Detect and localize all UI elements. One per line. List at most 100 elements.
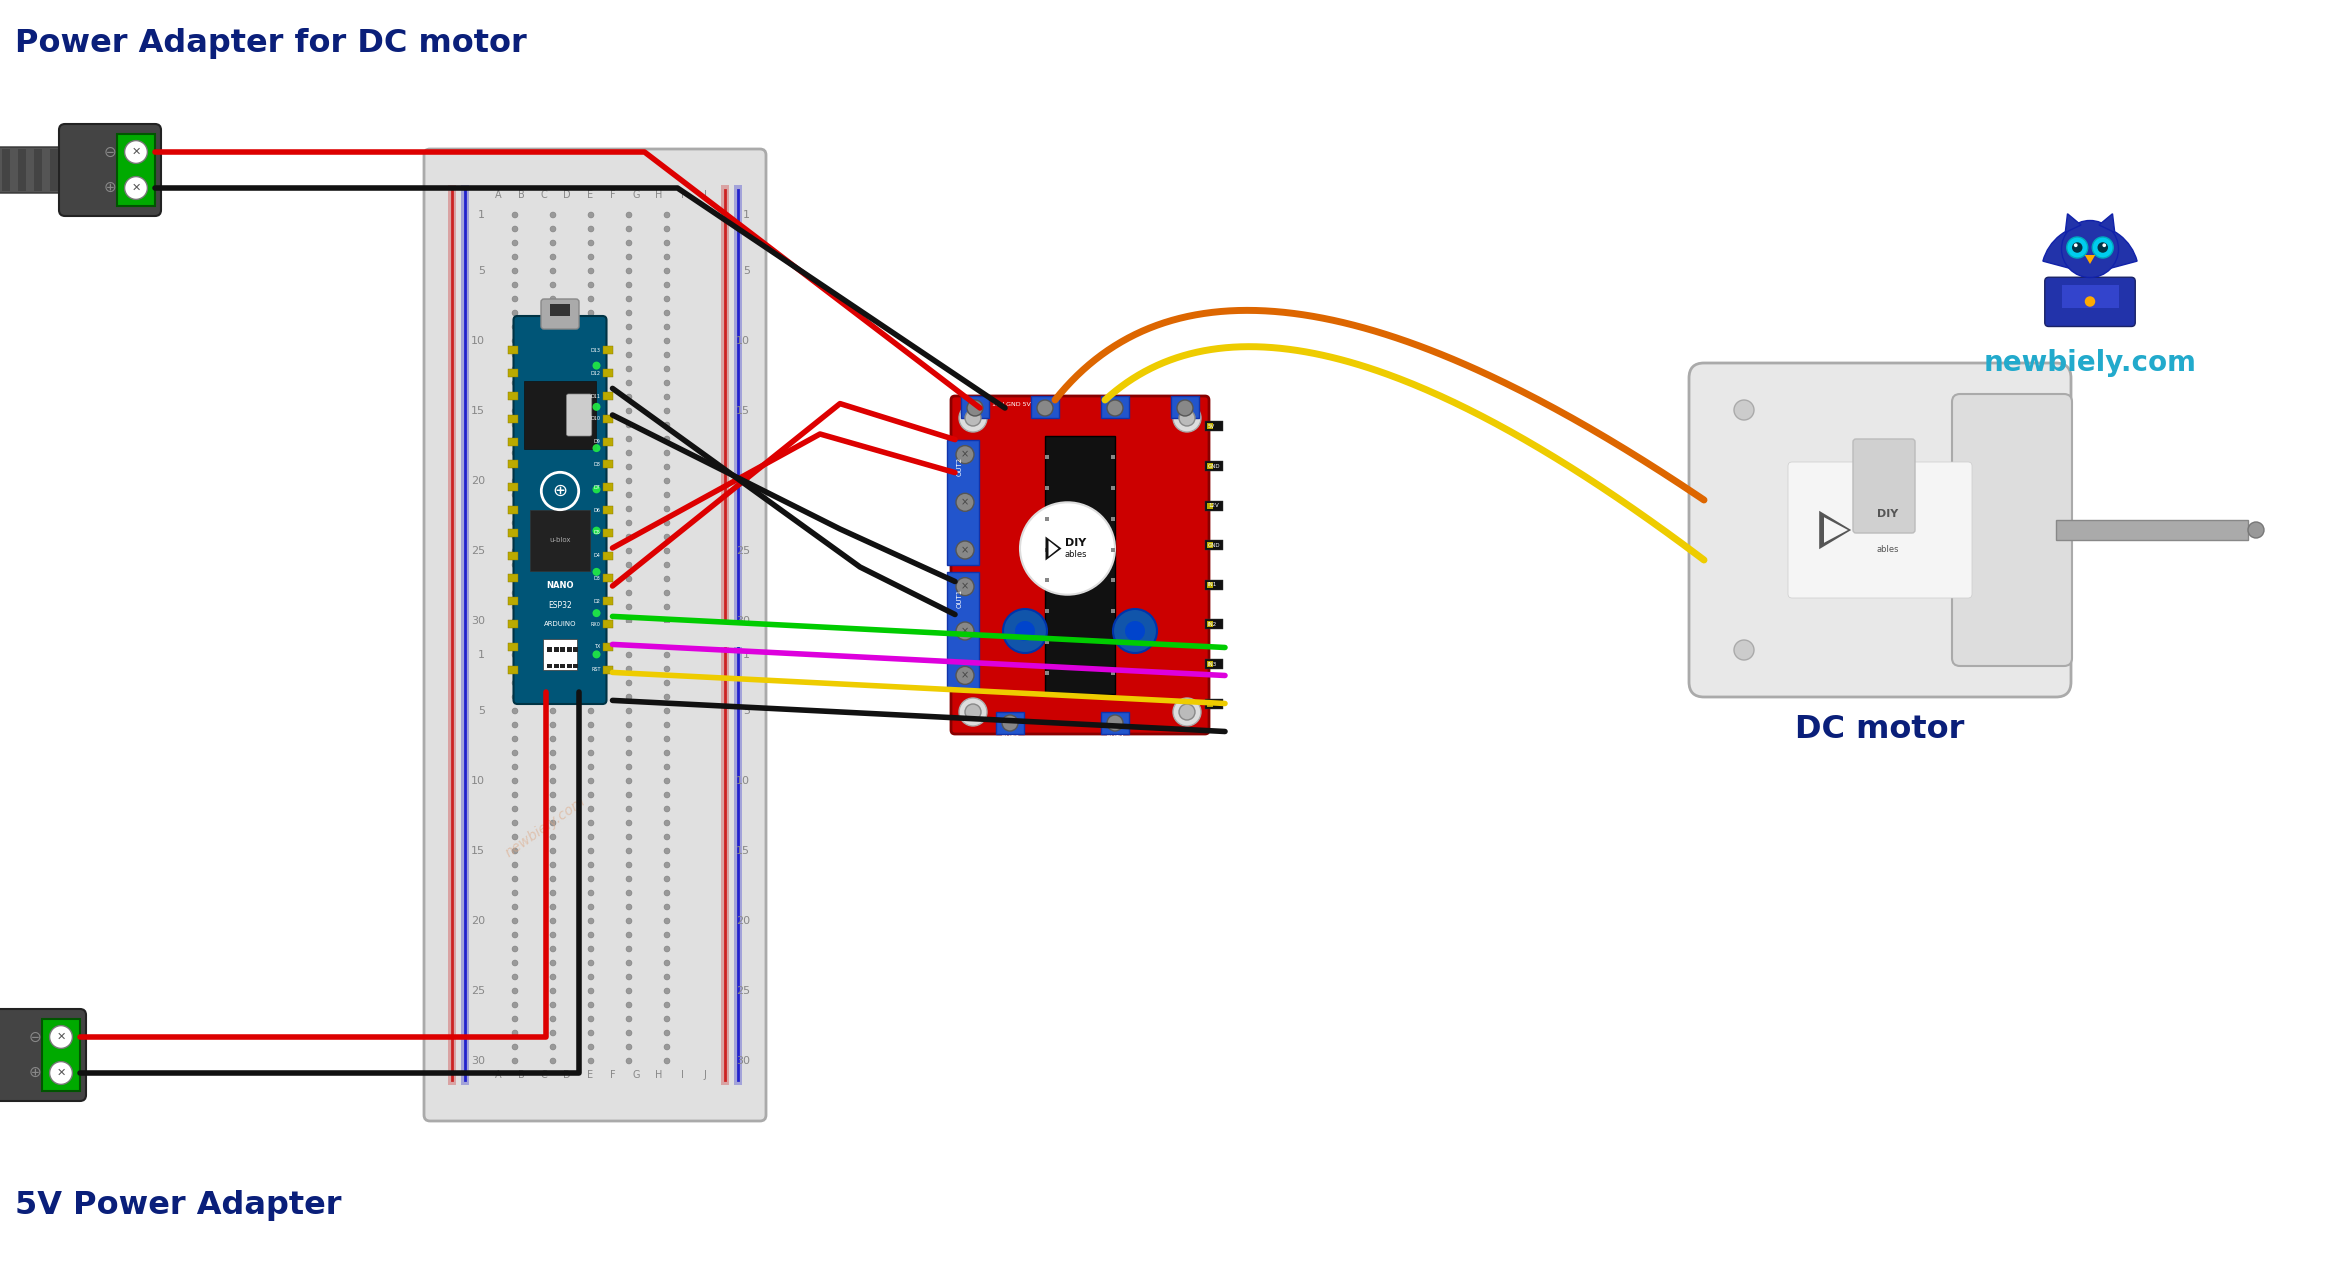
Circle shape	[663, 946, 670, 952]
Bar	[567, 664, 572, 668]
Circle shape	[626, 562, 633, 568]
Circle shape	[663, 1002, 670, 1008]
Bar	[1044, 548, 1049, 552]
Polygon shape	[1818, 510, 1851, 549]
Bar	[529, 510, 590, 571]
Circle shape	[550, 380, 555, 386]
Text: 5: 5	[477, 266, 485, 277]
Circle shape	[626, 764, 633, 770]
Text: ⊕: ⊕	[28, 1065, 42, 1080]
Circle shape	[588, 1045, 595, 1050]
Circle shape	[588, 847, 595, 854]
Polygon shape	[2065, 213, 2082, 232]
Circle shape	[1002, 715, 1018, 731]
Circle shape	[550, 268, 555, 274]
Circle shape	[550, 736, 555, 741]
FancyBboxPatch shape	[1853, 440, 1915, 533]
Bar	[1207, 423, 1214, 429]
Bar	[602, 369, 612, 378]
Bar	[33, 149, 42, 191]
Bar	[602, 620, 612, 628]
Text: H: H	[656, 1070, 663, 1080]
Circle shape	[588, 309, 595, 316]
Circle shape	[588, 890, 595, 895]
Circle shape	[513, 847, 517, 854]
Circle shape	[663, 932, 670, 938]
Circle shape	[513, 562, 517, 568]
Circle shape	[955, 446, 974, 464]
Circle shape	[513, 1031, 517, 1036]
Circle shape	[550, 666, 555, 672]
Circle shape	[2084, 297, 2096, 307]
Text: ⊖: ⊖	[28, 1029, 42, 1045]
Circle shape	[663, 520, 670, 525]
Text: D: D	[562, 1070, 572, 1080]
Circle shape	[955, 621, 974, 640]
Circle shape	[663, 562, 670, 568]
Circle shape	[663, 477, 670, 484]
Circle shape	[663, 618, 670, 624]
Bar	[548, 647, 553, 652]
Circle shape	[550, 590, 555, 596]
Circle shape	[550, 422, 555, 428]
Circle shape	[593, 650, 600, 658]
Circle shape	[550, 863, 555, 868]
Circle shape	[626, 309, 633, 316]
Circle shape	[964, 703, 981, 720]
Bar	[560, 664, 564, 668]
Circle shape	[626, 477, 633, 484]
Circle shape	[588, 254, 595, 260]
Circle shape	[588, 820, 595, 826]
Circle shape	[1733, 640, 1755, 661]
Circle shape	[588, 666, 595, 672]
Text: H: H	[656, 189, 663, 200]
Circle shape	[550, 974, 555, 980]
Circle shape	[626, 1002, 633, 1008]
Text: OUT1: OUT1	[1105, 384, 1124, 390]
Circle shape	[1174, 698, 1202, 726]
Circle shape	[626, 282, 633, 288]
Circle shape	[663, 352, 670, 357]
Circle shape	[513, 506, 517, 512]
Bar	[1110, 578, 1115, 582]
Circle shape	[588, 1058, 595, 1063]
Circle shape	[550, 604, 555, 610]
Circle shape	[550, 520, 555, 525]
FancyBboxPatch shape	[541, 299, 579, 328]
Circle shape	[513, 960, 517, 966]
Text: GND: GND	[1209, 543, 1221, 548]
Circle shape	[626, 422, 633, 428]
Circle shape	[550, 890, 555, 895]
Circle shape	[513, 576, 517, 582]
Text: OUT4: OUT4	[1105, 735, 1124, 741]
Circle shape	[588, 240, 595, 246]
Text: newbiely.com: newbiely.com	[503, 794, 588, 860]
Bar	[461, 184, 468, 1085]
Text: ✕: ✕	[132, 183, 141, 193]
Circle shape	[513, 820, 517, 826]
Circle shape	[663, 960, 670, 966]
Text: 10: 10	[736, 775, 750, 786]
Text: D8: D8	[593, 462, 600, 467]
Circle shape	[663, 493, 670, 498]
Circle shape	[626, 792, 633, 798]
Circle shape	[513, 226, 517, 232]
Circle shape	[1037, 400, 1054, 416]
Bar	[948, 572, 978, 691]
Circle shape	[626, 960, 633, 966]
Text: 15: 15	[736, 846, 750, 856]
Circle shape	[513, 394, 517, 400]
Circle shape	[588, 338, 595, 344]
Circle shape	[550, 548, 555, 554]
Circle shape	[626, 394, 633, 400]
Circle shape	[663, 863, 670, 868]
Text: ⊕: ⊕	[103, 181, 115, 195]
Circle shape	[513, 1045, 517, 1050]
Circle shape	[626, 918, 633, 925]
Bar	[508, 666, 517, 673]
Text: newbiely.com: newbiely.com	[520, 410, 604, 476]
Circle shape	[626, 450, 633, 456]
Text: 20: 20	[470, 916, 485, 926]
Circle shape	[663, 722, 670, 727]
Circle shape	[513, 890, 517, 895]
